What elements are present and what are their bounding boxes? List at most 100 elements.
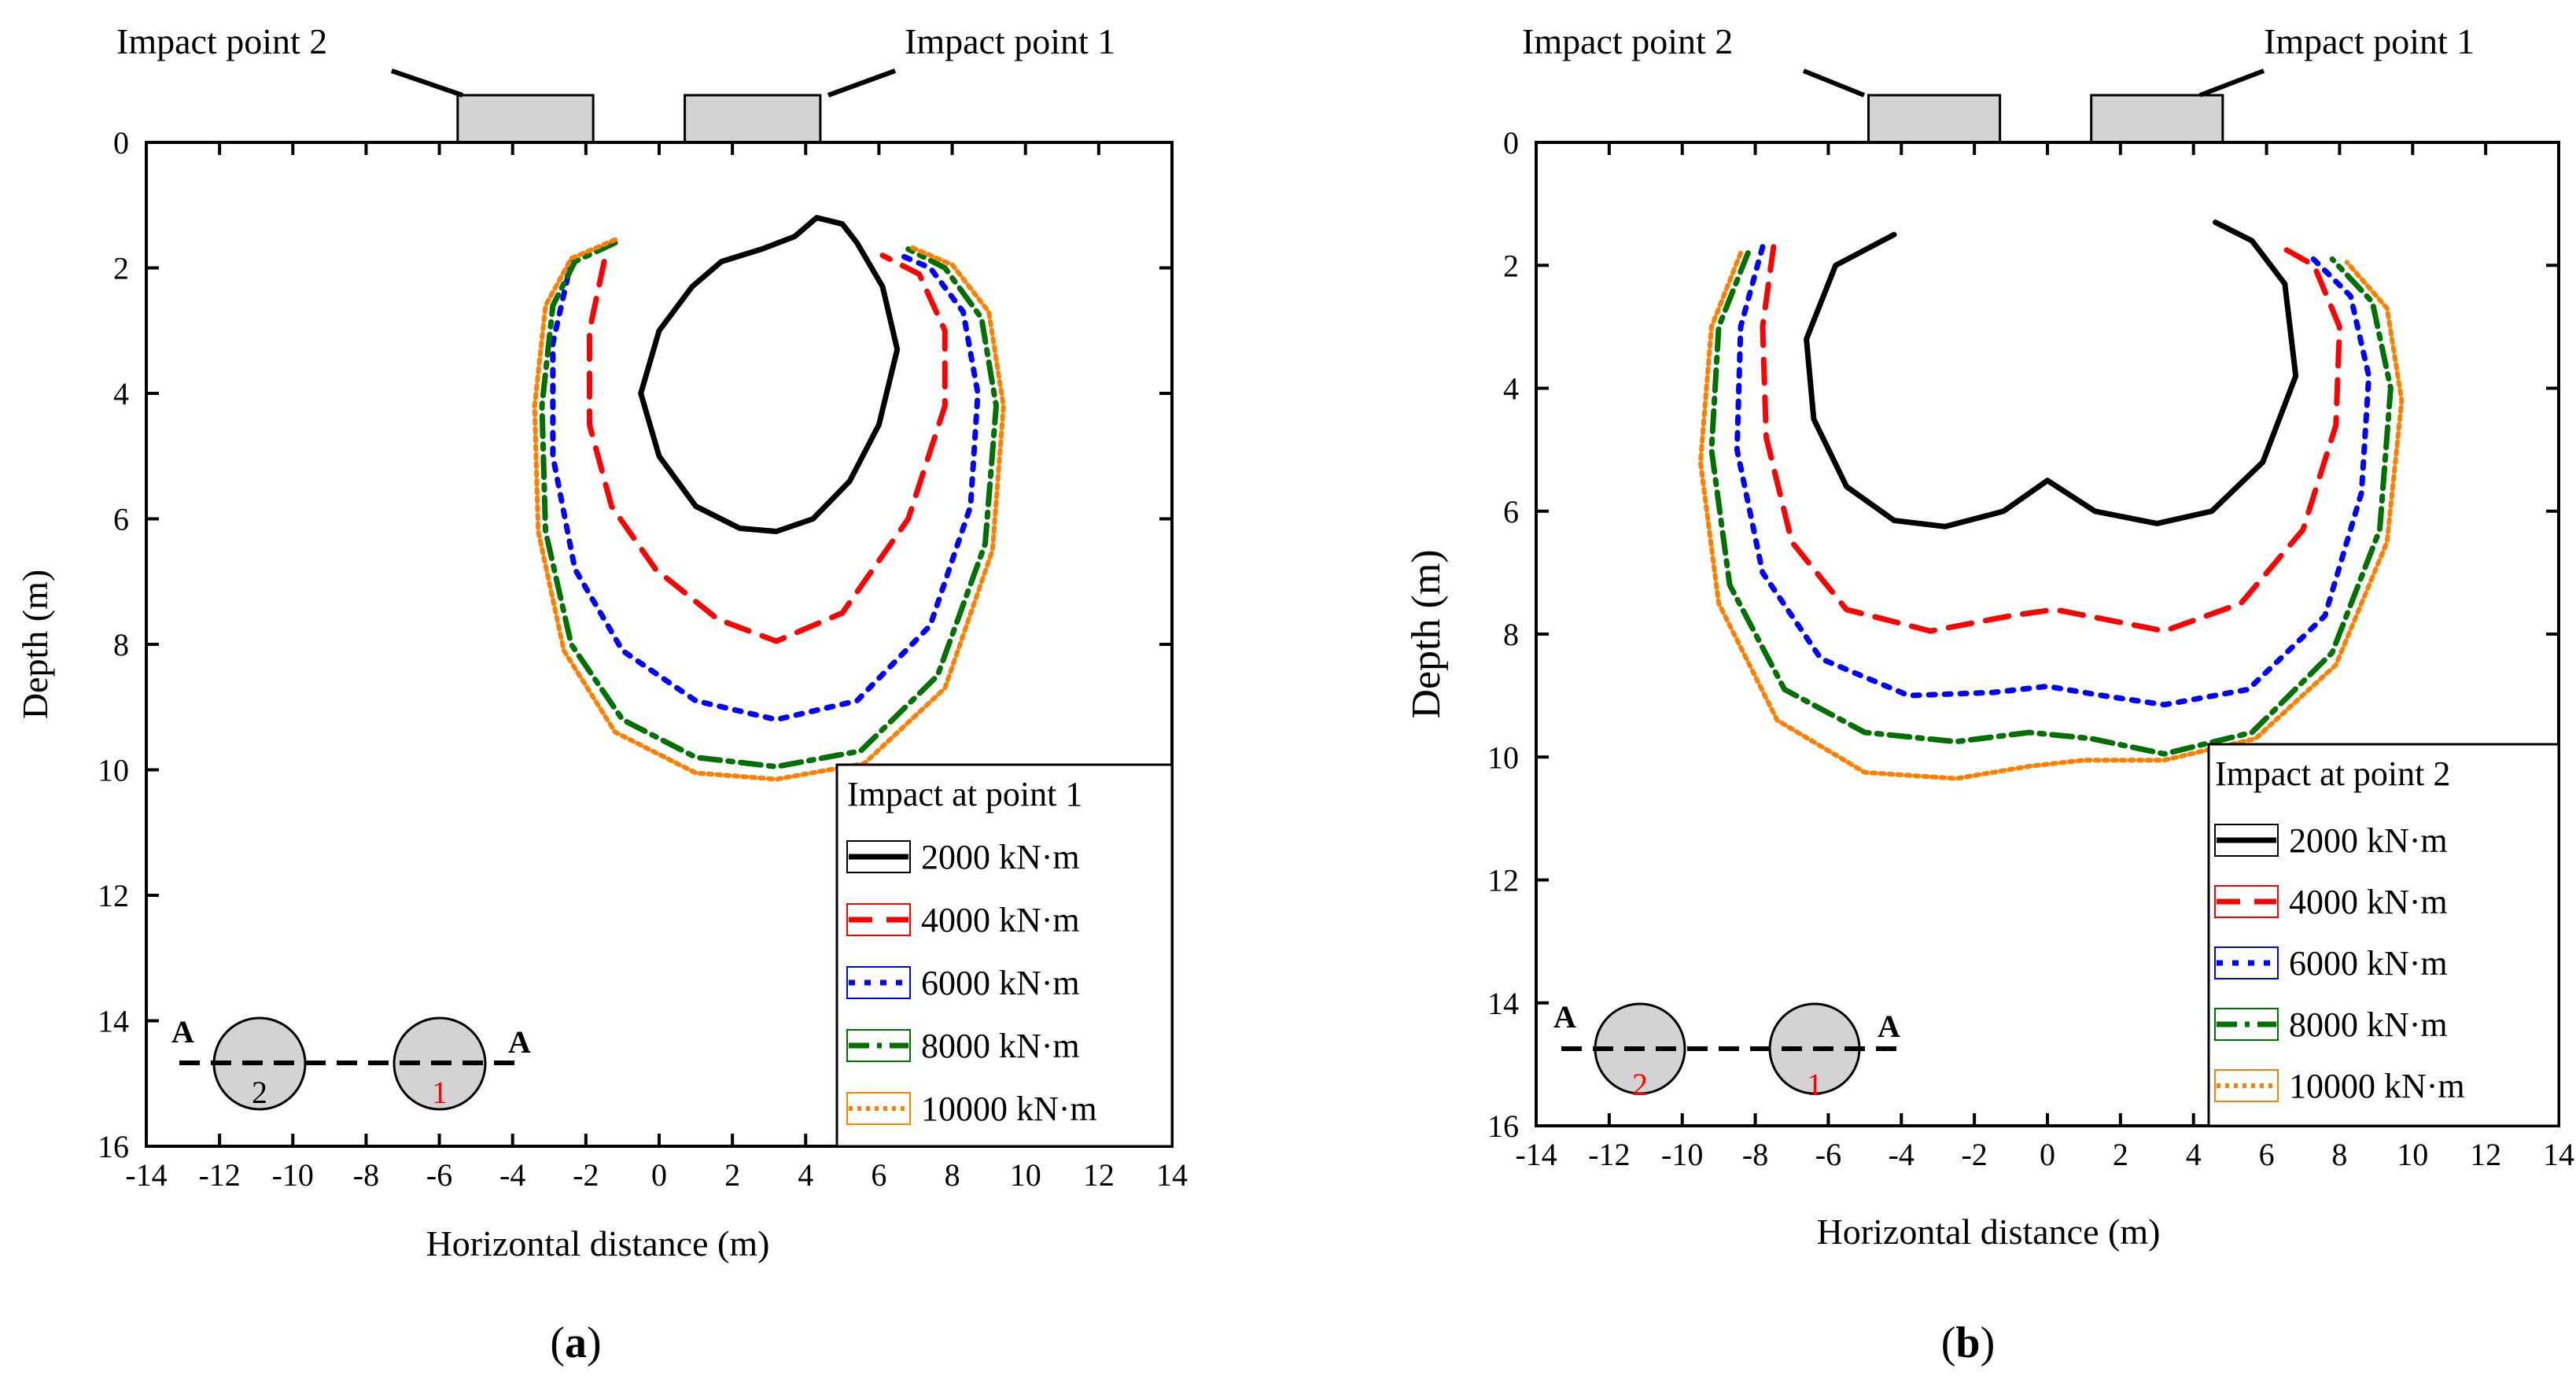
x-tick-label: -6 <box>1815 1137 1841 1172</box>
series-line-6000-knm <box>550 253 981 723</box>
y-tick-label: 8 <box>113 627 129 662</box>
legend-swatch-box <box>846 840 911 873</box>
y-axis-label: Depth (m) <box>15 570 55 719</box>
legend-title: Impact at point 2 <box>2215 754 2450 793</box>
x-tick-label: 2 <box>2113 1137 2128 1172</box>
x-tick-label: 2 <box>724 1157 740 1193</box>
series-line-2000-knm <box>1804 219 2299 529</box>
y-tick-label: 16 <box>98 1129 129 1164</box>
x-tick-label: -14 <box>1515 1137 1557 1172</box>
y-tick-label: 0 <box>1503 125 1519 160</box>
x-tick-label: -6 <box>426 1157 452 1193</box>
legend-swatch-box <box>846 966 911 999</box>
y-axis-label: Depth (m) <box>1404 549 1449 718</box>
section-inset: A A 2 1 <box>171 1014 531 1111</box>
panel-label: (b) <box>1941 1319 1995 1367</box>
section-marker-left: A <box>171 1014 194 1049</box>
legend-swatch-box <box>846 1092 911 1125</box>
series-line-10000-knm <box>532 237 1006 782</box>
legend-swatch-box <box>2214 824 2279 857</box>
section-inset: A A 2 1 <box>1553 999 1903 1102</box>
x-tick-label: 10 <box>2397 1137 2428 1172</box>
x-tick-label: -2 <box>1961 1137 1987 1172</box>
legend-swatch-box <box>846 903 911 936</box>
impact-point-2-label: Impact point 2 <box>1522 21 1733 61</box>
y-tick-label: 6 <box>1503 494 1519 529</box>
y-tick-label: 6 <box>113 502 129 537</box>
x-tick-label: -12 <box>198 1157 240 1193</box>
x-tick-label: -12 <box>1588 1137 1630 1172</box>
legend-swatch-box <box>2214 885 2279 918</box>
hole-1-label: 1 <box>1807 1067 1822 1102</box>
legend-label: 4000 kN·m <box>921 901 1080 939</box>
impact-pad-2 <box>2090 94 2224 144</box>
legend-label: 2000 kN·m <box>921 838 1080 876</box>
section-marker-right: A <box>508 1024 531 1060</box>
impact-pad-2 <box>684 94 822 144</box>
y-tick-label: 8 <box>1503 617 1519 652</box>
legend-label: 4000 kN·m <box>2289 883 2448 921</box>
series-line-4000-knm <box>587 253 948 644</box>
legend-label: 8000 kN·m <box>921 1027 1080 1065</box>
x-tick-label: -4 <box>499 1157 525 1193</box>
hole-1-label: 1 <box>432 1075 448 1110</box>
legend-title: Impact at point 1 <box>847 775 1082 813</box>
series-line-2000-knm <box>638 215 901 534</box>
legend-label: 10000 kN·m <box>921 1090 1097 1128</box>
section-marker-right: A <box>1878 1009 1900 1044</box>
legend-label: 2000 kN·m <box>2289 821 2448 860</box>
legend-swatch-box <box>846 1029 911 1062</box>
legend-swatch-box <box>2214 1008 2279 1041</box>
panel-letter: b <box>1955 1319 1980 1367</box>
legend-label: 8000 kN·m <box>2289 1005 2448 1044</box>
y-tick-label: 2 <box>1503 248 1519 283</box>
legend: Impact at point 1 2000 kN·m 4000 kN·m 6000… <box>835 763 1174 1148</box>
impact-point-1-label: Impact point 1 <box>2264 21 2475 61</box>
x-tick-label: 0 <box>651 1157 667 1193</box>
impact-pad-1 <box>456 94 595 144</box>
x-tick-label: 12 <box>2470 1137 2501 1172</box>
legend: Impact at point 2 2000 kN·m 4000 kN·m 6000… <box>2207 743 2560 1127</box>
x-tick-label: 14 <box>1156 1157 1188 1193</box>
series-line-6000-knm <box>1734 244 2372 708</box>
x-tick-label: -10 <box>272 1157 314 1193</box>
series-line-8000-knm <box>1708 250 2394 757</box>
x-tick-label: 12 <box>1083 1157 1115 1193</box>
x-tick-label: 6 <box>871 1157 886 1193</box>
panel-letter: a <box>565 1319 587 1367</box>
series-line-8000-knm <box>539 240 999 769</box>
legend-swatch-box <box>2214 1069 2279 1102</box>
x-tick-label: 14 <box>2543 1137 2574 1172</box>
hole-2-label: 2 <box>252 1075 267 1110</box>
legend-swatch-box <box>2214 946 2279 979</box>
legend-label: 6000 kN·m <box>2289 944 2448 983</box>
x-tick-label: -10 <box>1661 1137 1703 1172</box>
x-tick-label: 4 <box>798 1157 813 1193</box>
x-tick-label: 0 <box>2040 1137 2055 1172</box>
panel-label: (a) <box>550 1319 601 1367</box>
y-tick-label: 16 <box>1487 1108 1519 1144</box>
impact-pad-1 <box>1867 94 2002 144</box>
y-tick-label: 4 <box>1503 371 1519 407</box>
x-tick-label: 4 <box>2186 1137 2202 1172</box>
x-tick-label: -8 <box>353 1157 379 1193</box>
x-tick-label: -2 <box>573 1157 599 1193</box>
panel-a: -14 -12 -10 -8 -6 -4 -2 0 2 4 6 8 10 12 14024681012141… <box>15 21 1188 1367</box>
y-tick-label: 14 <box>98 1004 129 1039</box>
legend-box <box>2207 743 2560 1127</box>
impact-point-1-pointer <box>827 68 897 98</box>
y-tick-label: 14 <box>1487 986 1519 1021</box>
x-tick-label: 10 <box>1010 1157 1041 1193</box>
y-tick-label: 12 <box>1487 863 1519 898</box>
x-tick-label: 8 <box>2331 1137 2347 1172</box>
legend-label: 10000 kN·m <box>2289 1067 2465 1105</box>
y-tick-label: 4 <box>113 376 129 411</box>
x-axis-label: Horizontal distance (m) <box>1817 1212 2161 1252</box>
impact-point-2-pointer <box>1802 68 1866 98</box>
y-tick-label: 0 <box>113 125 129 160</box>
y-tick-label: 12 <box>98 878 129 913</box>
x-tick-label: 6 <box>2259 1137 2275 1172</box>
legend-label: 6000 kN·m <box>921 964 1080 1002</box>
hole-2-label: 2 <box>1632 1067 1648 1102</box>
